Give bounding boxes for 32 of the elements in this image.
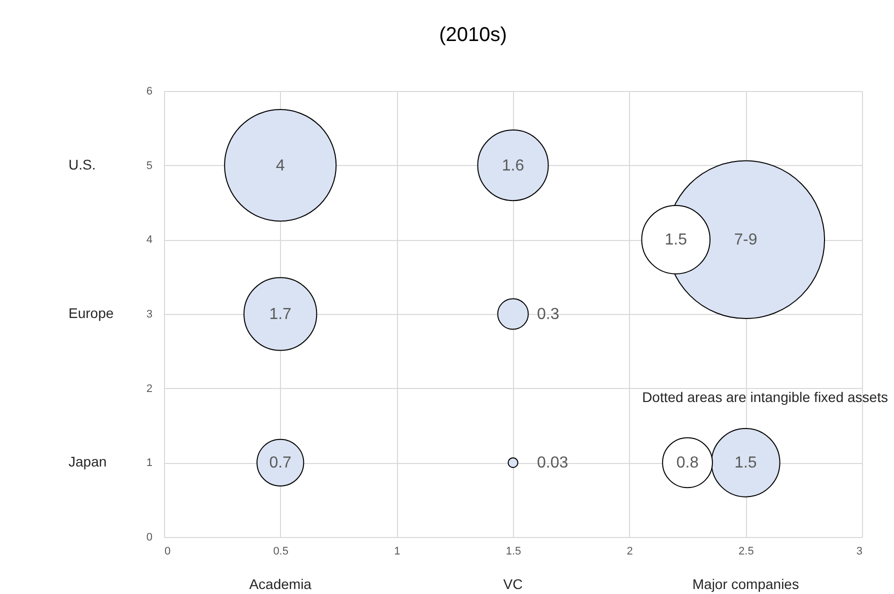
x-tick-label: 1	[394, 546, 400, 558]
y-tick-label: 5	[146, 160, 152, 172]
annotation: 1.7	[269, 306, 292, 323]
y-tick-label: 4	[146, 234, 152, 246]
x-tick-label: 0	[164, 546, 171, 558]
annotation: 0.3	[537, 306, 560, 323]
annotation: 7-9	[734, 232, 758, 249]
y-tick-label: 1	[146, 457, 152, 470]
category-label: U.S.	[68, 156, 96, 172]
x-tick-label: 1.5	[506, 546, 522, 558]
text: Major companies	[692, 576, 799, 592]
x-tick-label: 0.5	[273, 546, 288, 558]
x-tick-label: 3	[856, 546, 862, 558]
annotation: 0.03	[537, 454, 568, 472]
annotation: 1.5	[734, 454, 757, 472]
annotation: 0.8	[676, 454, 699, 472]
category-label: Europe	[68, 305, 114, 321]
annotation: 0.7	[269, 454, 292, 472]
y-tick-label: 3	[146, 308, 152, 320]
annotation: 1.6	[502, 157, 524, 174]
text: VC	[503, 576, 523, 592]
x-tick-label: 2.5	[738, 546, 754, 558]
y-tick-label: 2	[146, 382, 152, 395]
x-tick-label: 2	[626, 546, 633, 558]
text: Academia	[249, 576, 312, 592]
category-label: Japan	[68, 454, 107, 470]
y-tick-label: 6	[146, 86, 152, 98]
annotation: 1.5	[664, 232, 688, 249]
y-tick-label: 0	[146, 532, 152, 544]
chart-title: (2010s)	[439, 24, 507, 46]
annotation: Dotted areas are intangible fixed assets	[642, 389, 888, 405]
annotation: 4	[276, 157, 285, 174]
